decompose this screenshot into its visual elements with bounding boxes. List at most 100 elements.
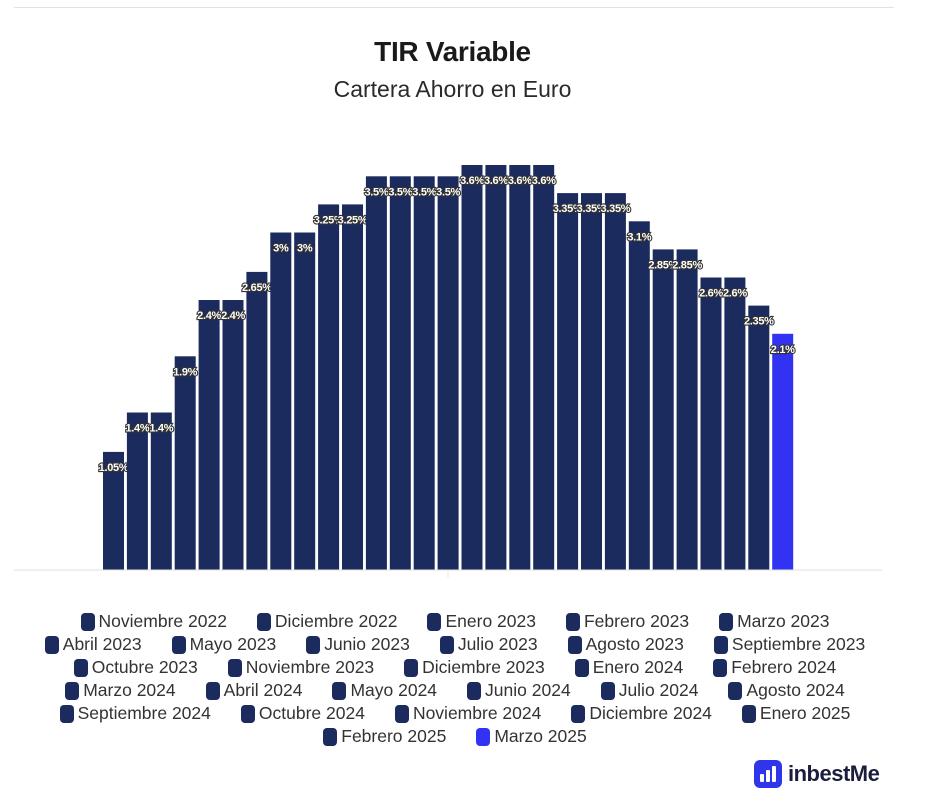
legend-label: Diciembre 2024 — [589, 703, 712, 723]
data-label-21: 3.35% — [577, 203, 607, 215]
data-label-14: 3.5% — [412, 186, 436, 198]
legend-label: Septiembre 2023 — [731, 634, 866, 654]
data-label-11: 3.25% — [338, 214, 368, 226]
legend-label: Febrero 2024 — [731, 657, 837, 677]
legend-swatch — [574, 658, 589, 677]
legend-item-14[interactable]: Diciembre 2023 — [404, 657, 545, 677]
legend-item-23[interactable]: Septiembre 2024 — [59, 703, 211, 723]
legend-label: Febrero 2023 — [583, 611, 690, 631]
legend-item-1[interactable]: Noviembre 2022 — [80, 611, 227, 631]
legend-label: Abril 2024 — [223, 680, 303, 700]
bar-21 — [581, 193, 602, 570]
legend-swatch — [404, 658, 419, 677]
bar-26 — [700, 277, 722, 570]
legend-item-12[interactable]: Octubre 2023 — [73, 657, 198, 677]
legend-item-5[interactable]: Marzo 2023 — [719, 611, 830, 631]
legend-item-18[interactable]: Abril 2024 — [205, 680, 303, 700]
legend-label: Julio 2024 — [618, 680, 699, 700]
legend-swatch — [741, 704, 756, 723]
chart-legend: Noviembre 2022 Diciembre 2022 Enero 2023 Fe… — [10, 611, 900, 746]
legend-swatch — [476, 727, 491, 746]
legend-item-4[interactable]: Febrero 2023 — [565, 611, 690, 631]
bar-14 — [413, 176, 435, 571]
legend-item-8[interactable]: Junio 2023 — [306, 634, 410, 654]
data-label-7: 2.65% — [242, 282, 272, 294]
bar-9 — [294, 232, 316, 570]
brand-logo: inbestMe — [754, 759, 880, 789]
legend-swatch — [227, 658, 242, 677]
legend-swatch — [205, 681, 220, 700]
legend-swatch — [600, 681, 615, 700]
legend-label: Diciembre 2022 — [274, 611, 398, 631]
legend-item-15[interactable]: Enero 2024 — [574, 657, 683, 677]
bar-16 — [461, 165, 483, 570]
legend-swatch — [567, 635, 582, 654]
legend-item-11[interactable]: Septiembre 2023 — [713, 634, 866, 654]
legend-label: Julio 2023 — [457, 634, 538, 654]
legend-label: Enero 2025 — [759, 703, 851, 723]
data-label-20: 3.35% — [553, 203, 583, 215]
legend-label: Junio 2024 — [485, 680, 571, 700]
legend-label: Marzo 2023 — [737, 611, 830, 631]
legend-item-26[interactable]: Diciembre 2024 — [571, 703, 712, 723]
data-label-22: 3.35% — [601, 203, 631, 215]
legend-item-19[interactable]: Mayo 2024 — [332, 680, 438, 700]
bar-7 — [246, 271, 268, 570]
legend-item-21[interactable]: Julio 2024 — [600, 680, 699, 700]
legend-item-27[interactable]: Enero 2025 — [741, 703, 851, 723]
bar-12 — [365, 176, 387, 571]
bar-28 — [748, 305, 770, 570]
legend-item-22[interactable]: Agosto 2024 — [728, 680, 845, 700]
data-label-26: 2.6% — [699, 288, 723, 300]
legend-swatch — [59, 704, 74, 723]
legend-item-10[interactable]: Agosto 2023 — [567, 634, 684, 654]
top-divider — [14, 7, 894, 8]
bar-20 — [557, 193, 579, 570]
legend-item-6[interactable]: Abril 2023 — [44, 634, 142, 654]
legend-label: Noviembre 2022 — [98, 611, 227, 631]
legend-item-3[interactable]: Enero 2023 — [427, 611, 536, 631]
legend-item-7[interactable]: Mayo 2023 — [171, 634, 276, 654]
legend-label: Mayo 2024 — [350, 680, 438, 700]
legend-swatch — [728, 681, 743, 700]
legend-swatch — [394, 704, 409, 723]
legend-item-13[interactable]: Noviembre 2023 — [227, 657, 375, 677]
legend-label: Junio 2023 — [324, 634, 410, 654]
legend-swatch — [713, 635, 728, 654]
bar-17 — [485, 165, 507, 570]
data-label-13: 3.5% — [388, 186, 412, 198]
bars-group: 1.05%1.4% 1.4%1.9%2.4% 2.4%2.65%3% 3%3.25%3… — [98, 165, 797, 571]
legend-label: Noviembre 2023 — [245, 657, 375, 677]
data-label-18: 3.6% — [508, 175, 532, 187]
data-label-2: 1.4% — [125, 423, 149, 435]
legend-swatch — [439, 635, 454, 654]
data-label-28: 2.35% — [744, 316, 774, 328]
legend-item-29[interactable]: Marzo 2025 — [476, 726, 587, 746]
legend-swatch — [73, 658, 88, 677]
legend-label: Agosto 2024 — [746, 680, 845, 700]
legend-swatch — [571, 704, 586, 723]
legend-item-16[interactable]: Febrero 2024 — [713, 657, 837, 677]
brand-name: inbestMe — [788, 761, 880, 786]
data-label-17: 3.6% — [484, 175, 508, 187]
legend-item-25[interactable]: Noviembre 2024 — [394, 703, 541, 723]
legend-item-17[interactable]: Marzo 2024 — [65, 680, 176, 700]
bar-18 — [509, 165, 531, 570]
data-label-29: 2.1% — [771, 344, 795, 356]
legend-item-20[interactable]: Junio 2024 — [467, 680, 571, 700]
bar-24 — [652, 249, 674, 570]
data-label-8: 3% — [273, 243, 289, 255]
bar-19 — [533, 165, 555, 570]
bar-15 — [437, 176, 459, 571]
bar-10 — [318, 204, 340, 570]
legend-item-28[interactable]: Febrero 2025 — [323, 726, 446, 746]
legend-swatch — [44, 635, 59, 654]
data-label-12: 3.5% — [364, 186, 388, 198]
data-label-24: 2.85% — [648, 259, 678, 271]
legend-item-2[interactable]: Diciembre 2022 — [256, 611, 398, 631]
data-label-15: 3.5% — [436, 186, 460, 198]
legend-item-24[interactable]: Octubre 2024 — [240, 703, 365, 723]
legend-item-9[interactable]: Julio 2023 — [439, 634, 538, 654]
data-label-23: 3.1% — [627, 231, 651, 243]
legend-swatch — [306, 635, 321, 654]
